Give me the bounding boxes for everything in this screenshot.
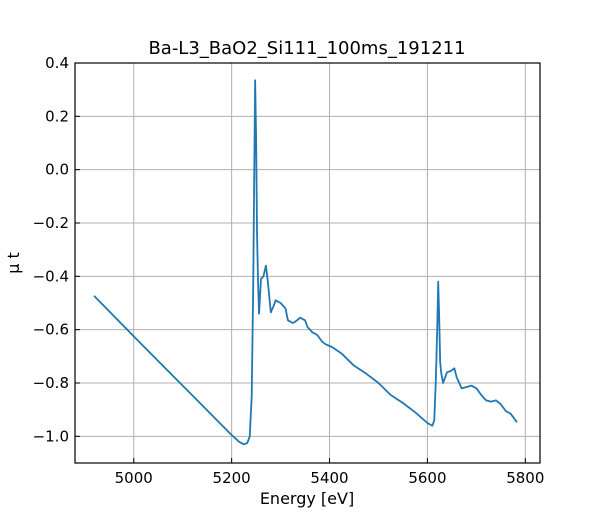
x-tick-label: 5000 [115,469,153,487]
y-tick-label: −0.4 [33,267,69,285]
series-layer [93,79,518,446]
x-tick-label: 5600 [408,469,446,487]
y-tick-label: 0.2 [45,107,69,125]
y-tick-label: −0.6 [33,321,69,339]
x-tick-label: 5800 [506,469,544,487]
x-tick-labels: 5000 5200 5400 5600 5800 [115,469,545,487]
y-tick-label: −0.8 [33,374,69,392]
y-tick-label: 0.0 [45,161,69,179]
grid-lines [75,62,540,463]
y-tick-label: −1.0 [33,427,69,445]
x-tick-label: 5400 [310,469,348,487]
x-tick-label: 5200 [213,469,251,487]
y-tick-label: −0.2 [33,214,69,232]
chart-title: Ba-L3_BaO2_Si111_100ms_191211 [148,38,465,59]
plot-frame [74,62,541,464]
y-tick-label: 0.4 [45,54,69,72]
axis-ticks [75,62,526,463]
series-line [93,79,518,446]
x-axis-label: Energy [eV] [260,489,354,508]
y-tick-labels: −1.0 −0.8 −0.6 −0.4 −0.2 0.0 0.2 0.4 [33,54,69,445]
y-axis-label: μ t [4,252,23,274]
